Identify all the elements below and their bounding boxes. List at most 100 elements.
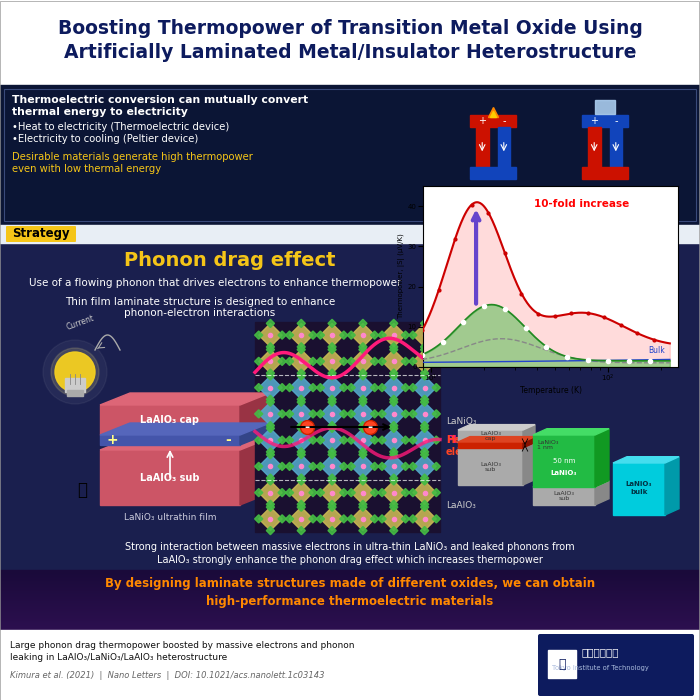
Polygon shape xyxy=(359,503,367,511)
Polygon shape xyxy=(278,489,286,497)
Bar xyxy=(0,0,700,85)
Bar xyxy=(595,100,615,114)
Text: Use of a flowing phonon that drives electrons to enhance thermopower: Use of a flowing phonon that drives elec… xyxy=(29,278,401,288)
Polygon shape xyxy=(259,508,282,531)
Polygon shape xyxy=(316,514,325,523)
Polygon shape xyxy=(328,372,336,380)
Polygon shape xyxy=(409,384,417,392)
Polygon shape xyxy=(328,346,336,354)
Polygon shape xyxy=(278,410,286,418)
Polygon shape xyxy=(378,462,386,470)
Polygon shape xyxy=(328,421,336,430)
Polygon shape xyxy=(359,369,367,377)
Polygon shape xyxy=(613,456,679,463)
Polygon shape xyxy=(290,455,313,478)
Polygon shape xyxy=(240,393,270,435)
Polygon shape xyxy=(297,526,305,535)
Polygon shape xyxy=(390,421,398,430)
Polygon shape xyxy=(297,421,305,430)
Text: thermal energy to electricity: thermal energy to electricity xyxy=(12,107,188,117)
Polygon shape xyxy=(401,357,410,365)
Polygon shape xyxy=(413,376,436,399)
Bar xyxy=(0,626,700,627)
Bar xyxy=(0,572,700,573)
Polygon shape xyxy=(255,436,262,445)
Bar xyxy=(100,450,240,505)
Bar xyxy=(588,127,601,167)
X-axis label: Temperature (K): Temperature (K) xyxy=(519,386,582,395)
Bar xyxy=(0,604,700,605)
Polygon shape xyxy=(421,343,428,351)
Polygon shape xyxy=(378,489,386,497)
Polygon shape xyxy=(432,410,440,418)
Polygon shape xyxy=(290,376,313,399)
Polygon shape xyxy=(370,357,379,365)
Text: Current: Current xyxy=(591,199,620,209)
Polygon shape xyxy=(286,436,293,445)
Polygon shape xyxy=(421,346,428,354)
Polygon shape xyxy=(278,384,286,392)
Polygon shape xyxy=(309,357,317,365)
Bar xyxy=(610,127,622,167)
Polygon shape xyxy=(328,477,336,485)
Bar xyxy=(0,582,700,583)
Polygon shape xyxy=(421,500,428,508)
Text: Thermoelectric conversion can mutually convert: Thermoelectric conversion can mutually c… xyxy=(12,95,308,105)
Bar xyxy=(65,378,85,392)
Polygon shape xyxy=(266,395,274,403)
Polygon shape xyxy=(409,410,417,418)
Polygon shape xyxy=(409,462,417,470)
Bar xyxy=(603,189,607,192)
Polygon shape xyxy=(316,436,325,445)
Bar xyxy=(0,594,700,595)
Polygon shape xyxy=(328,398,336,406)
Polygon shape xyxy=(266,477,274,485)
Polygon shape xyxy=(266,319,274,328)
Bar xyxy=(0,618,700,619)
Text: •Heat to electricity (Thermoelectric device): •Heat to electricity (Thermoelectric dev… xyxy=(12,122,230,132)
Bar xyxy=(100,405,240,435)
Text: Strong interaction between massive electrons in ultra-thin LaNiO₃ and leaked pho: Strong interaction between massive elect… xyxy=(125,542,575,552)
Bar xyxy=(0,573,700,574)
Polygon shape xyxy=(328,503,336,511)
Bar xyxy=(0,613,700,614)
Bar xyxy=(533,487,595,505)
Text: LaAlO₃
sub: LaAlO₃ sub xyxy=(554,491,575,501)
Polygon shape xyxy=(309,514,317,523)
Polygon shape xyxy=(413,350,436,373)
Polygon shape xyxy=(328,526,336,535)
Text: +: + xyxy=(106,433,118,447)
Text: LaAlO₃ cap: LaAlO₃ cap xyxy=(141,415,200,425)
Bar xyxy=(0,601,700,602)
Polygon shape xyxy=(321,323,344,346)
Polygon shape xyxy=(340,436,348,445)
Polygon shape xyxy=(421,503,428,511)
Polygon shape xyxy=(278,331,286,340)
Polygon shape xyxy=(595,428,609,487)
Text: LaAlO₃ sub: LaAlO₃ sub xyxy=(140,473,199,483)
Polygon shape xyxy=(266,526,274,535)
Text: LaNiO₃: LaNiO₃ xyxy=(551,470,577,476)
Polygon shape xyxy=(370,410,379,418)
Bar xyxy=(0,588,700,589)
Polygon shape xyxy=(266,424,274,433)
Polygon shape xyxy=(316,489,325,497)
Polygon shape xyxy=(370,514,379,523)
Text: 山: 山 xyxy=(559,657,566,671)
Polygon shape xyxy=(259,402,282,426)
Polygon shape xyxy=(259,350,282,373)
Polygon shape xyxy=(351,402,374,426)
Polygon shape xyxy=(401,462,410,470)
Polygon shape xyxy=(370,331,379,340)
Text: Artificially Laminated Metal/Insulator Heterostructure: Artificially Laminated Metal/Insulator H… xyxy=(64,43,636,62)
Bar xyxy=(0,593,700,594)
Text: Result: Result xyxy=(436,228,478,241)
Text: LaNiO₃
1 nm: LaNiO₃ 1 nm xyxy=(537,440,559,450)
Text: LaNiO₃: LaNiO₃ xyxy=(446,416,477,426)
Polygon shape xyxy=(278,436,286,445)
Polygon shape xyxy=(390,477,398,485)
Text: -: - xyxy=(502,116,505,126)
Polygon shape xyxy=(240,438,270,505)
Polygon shape xyxy=(409,514,417,523)
Bar xyxy=(0,614,700,615)
